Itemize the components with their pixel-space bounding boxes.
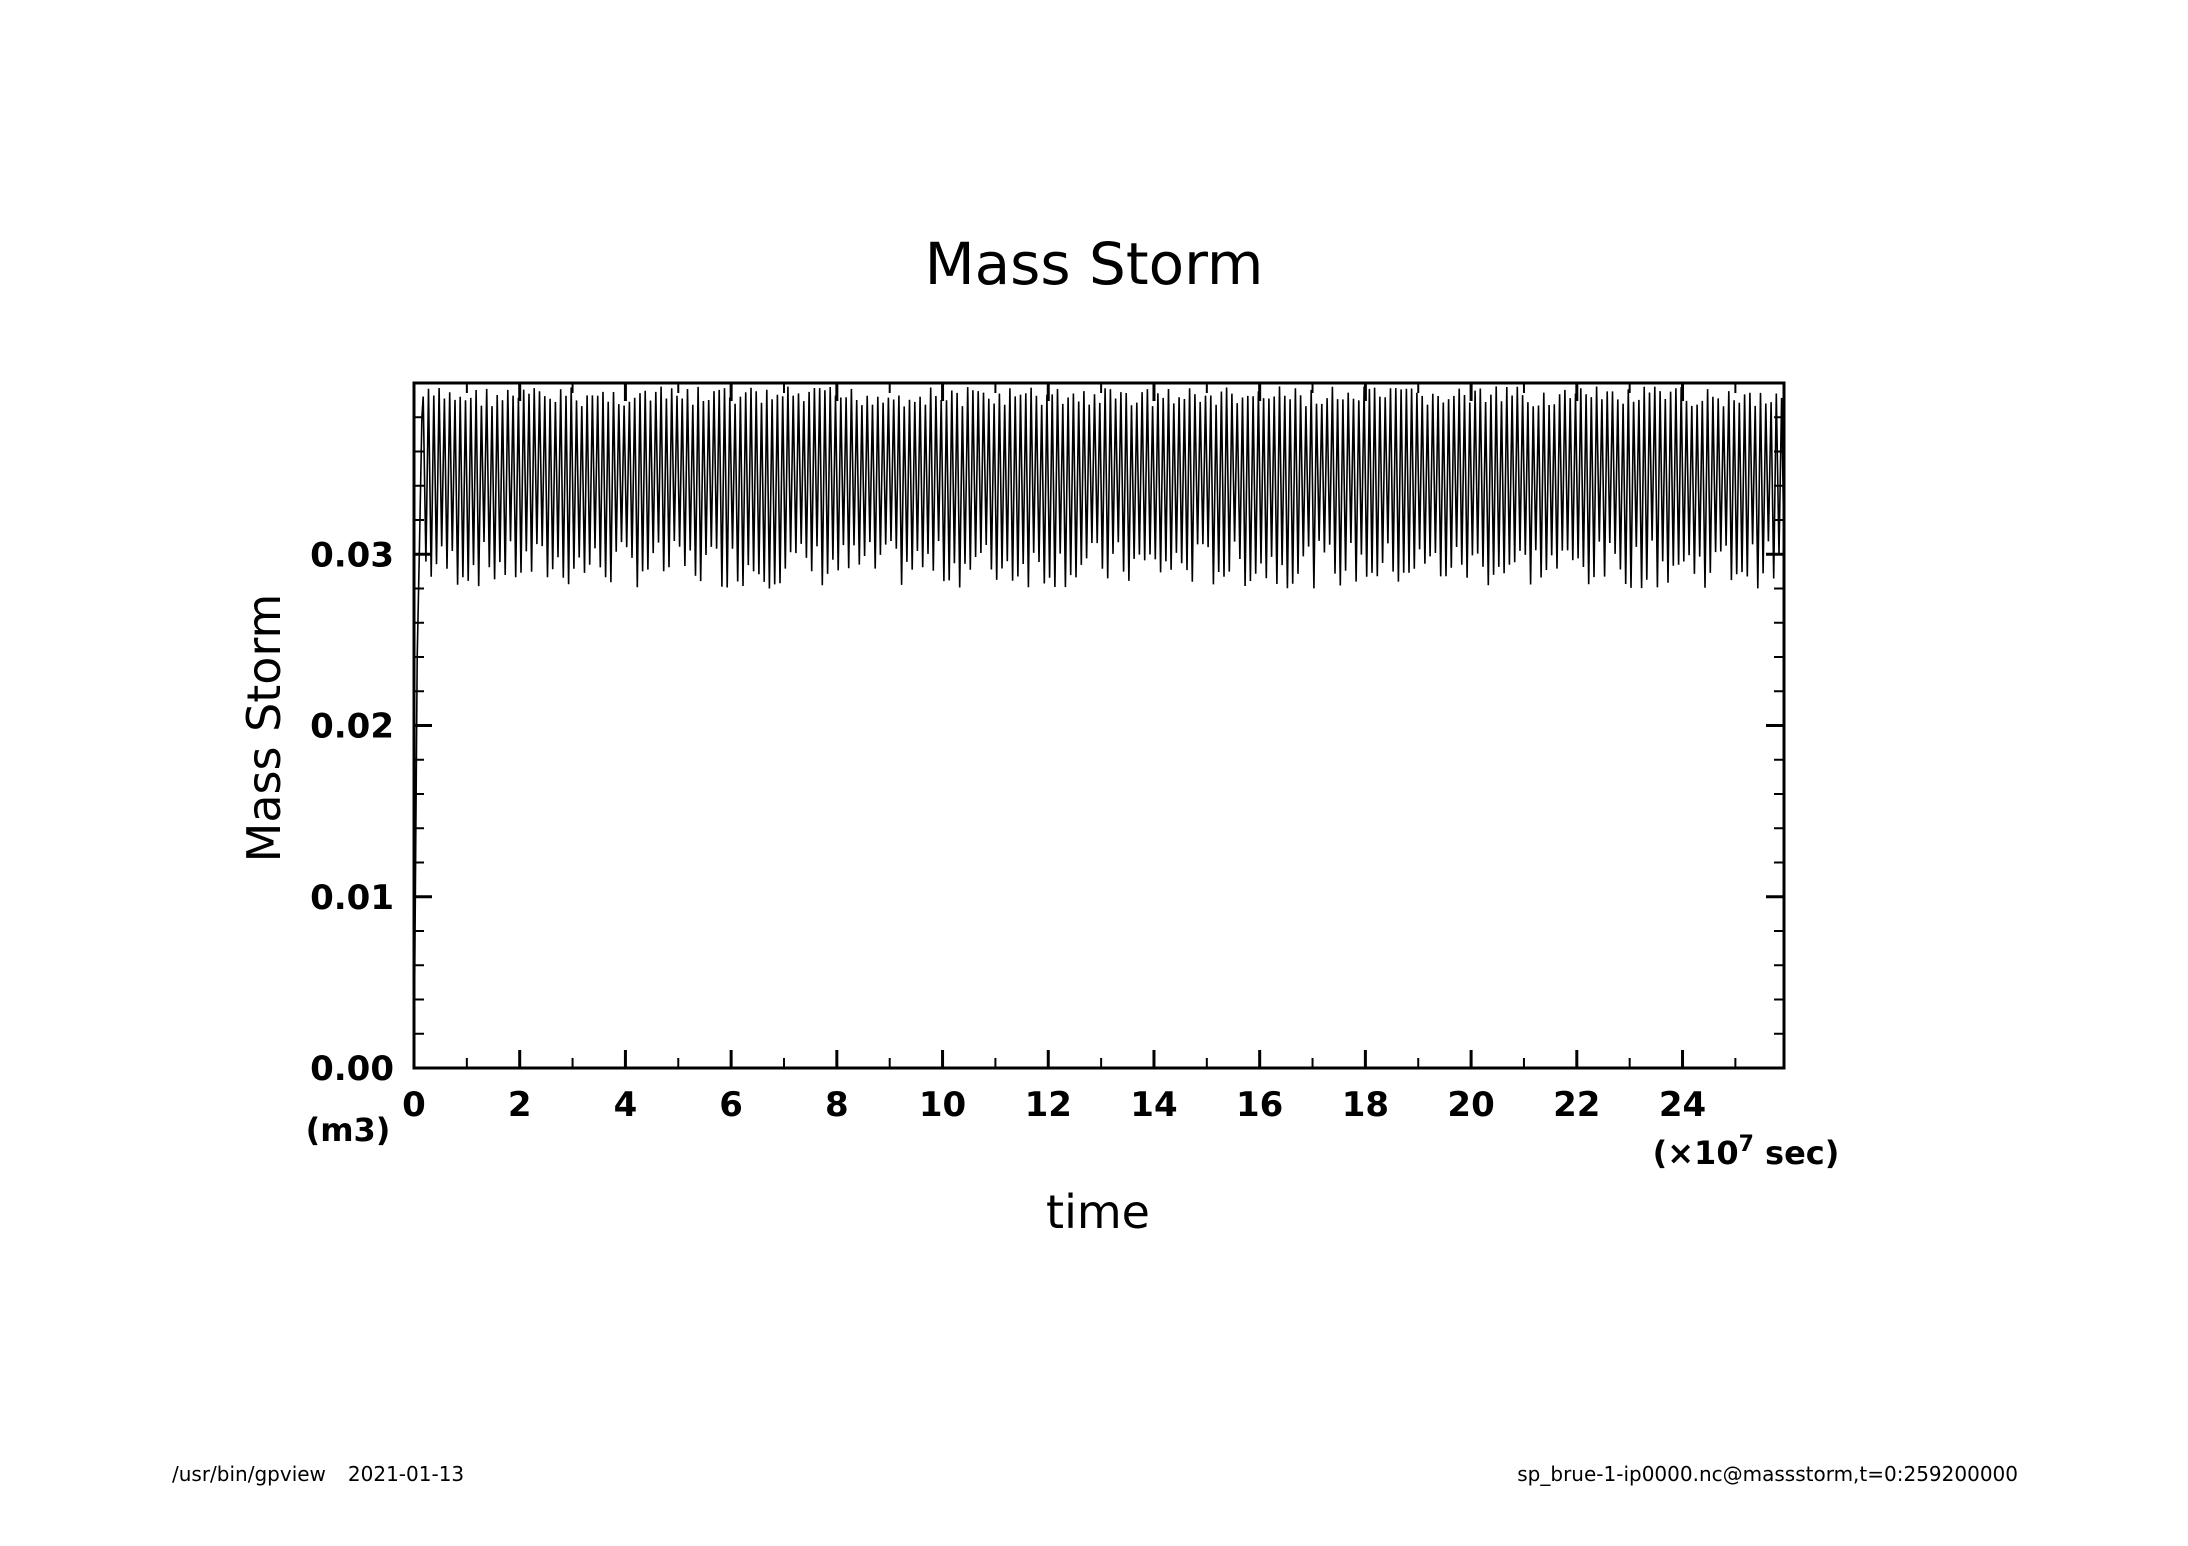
x-unit-prefix: (×10 xyxy=(1653,1134,1739,1172)
x-axis-ticks: 0 2 4 6 8 10 12 14 16 18 20 22 24 xyxy=(402,383,1737,1125)
x-tick-label: 8 xyxy=(825,1085,849,1125)
y-tick-label: 0.01 xyxy=(310,878,394,918)
x-tick-label: 22 xyxy=(1553,1085,1600,1125)
x-tick-label: 10 xyxy=(919,1085,966,1125)
series-line xyxy=(413,386,1785,1069)
x-tick-label: 16 xyxy=(1236,1085,1283,1125)
y-axis-label: Mass Storm xyxy=(237,594,291,863)
data-series xyxy=(413,386,1785,1069)
footer-program: /usr/bin/gpview xyxy=(172,1462,326,1486)
x-tick-label: 20 xyxy=(1447,1085,1494,1125)
footer-source: sp_brue-1-ip0000.nc@massstorm,t=0:259200… xyxy=(1517,1462,2018,1486)
y-axis-unit: (m3) xyxy=(306,1111,391,1149)
y-axis-ticks: 0.00 0.01 0.02 0.03 xyxy=(310,416,1784,1089)
footer-date: 2021-01-13 xyxy=(347,1462,465,1486)
x-axis-label: time xyxy=(1046,1185,1150,1239)
x-unit-suffix: sec) xyxy=(1754,1134,1839,1172)
chart-title: Mass Storm xyxy=(925,230,1264,298)
x-tick-label: 0 xyxy=(402,1085,426,1125)
y-tick-label: 0.02 xyxy=(310,707,394,747)
footer-left: /usr/bin/gpview 2021-01-13 xyxy=(172,1462,486,1486)
y-tick-label: 0.03 xyxy=(310,535,394,575)
x-tick-label: 24 xyxy=(1659,1085,1706,1125)
x-tick-label: 2 xyxy=(508,1085,532,1125)
x-axis-unit: (×107 sec) xyxy=(1653,1132,1840,1172)
x-tick-label: 4 xyxy=(614,1085,638,1125)
x-unit-exponent: 7 xyxy=(1739,1132,1754,1157)
x-tick-label: 6 xyxy=(719,1085,743,1125)
y-tick-label: 0.00 xyxy=(310,1049,394,1089)
x-tick-label: 12 xyxy=(1025,1085,1072,1125)
x-tick-label: 14 xyxy=(1130,1085,1177,1125)
x-tick-label: 18 xyxy=(1342,1085,1389,1125)
